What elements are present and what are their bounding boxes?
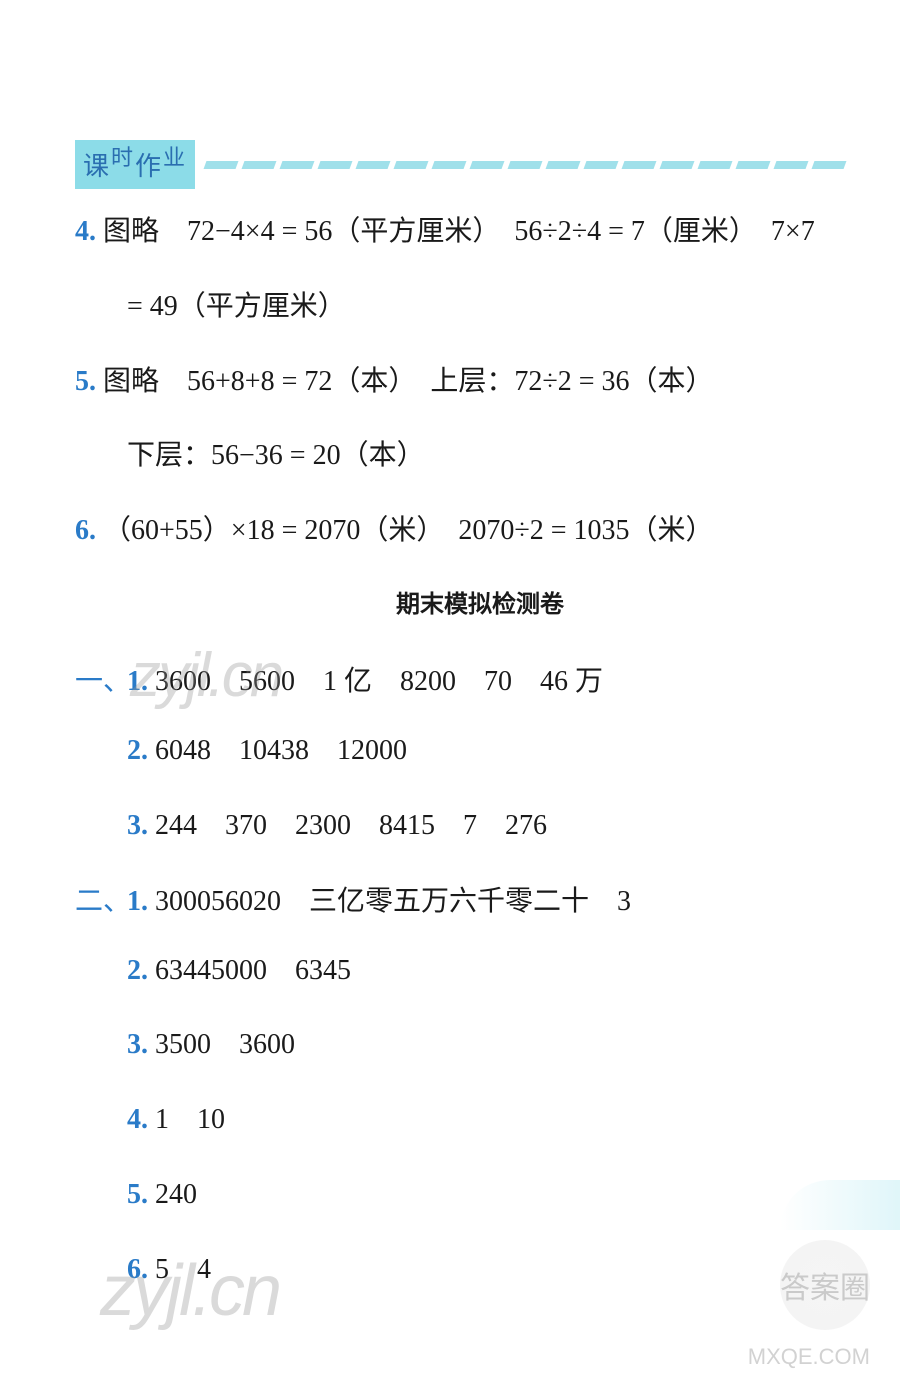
section-label: 一、 [75,659,127,699]
answer-text: （60+55）×18 = 2070（米） 2070÷2 = 1035（米） [103,515,714,546]
answer-line-4a: 4. 图略 72−4×4 = 56（平方厘米） 56÷2÷4 = 7（厘米） 7… [75,210,885,255]
dash-icon [432,161,467,169]
answer-line-6: 6. （60+55）×18 = 2070（米） 2070÷2 = 1035（米） [75,509,885,554]
answer-text: 下层：56−36 = 20（本） [127,440,425,471]
section-title: 期末模拟检测卷 [75,584,885,619]
page-header: 课时作业 [75,140,845,189]
answer-text: 5 4 [155,1254,211,1285]
answer-text: 图略 72−4×4 = 56（平方厘米） 56÷2÷4 = 7（厘米） 7×7 [103,216,815,247]
dash-icon [242,161,277,169]
dash-icon [660,161,695,169]
num-label: 6. [75,515,96,546]
sub-num: 3. [127,810,148,841]
sub-num: 2. [127,955,148,986]
dash-icon [812,161,847,169]
dash-icon [736,161,771,169]
header-char: 业 [163,140,187,172]
dash-icon [508,161,543,169]
header-char: 课 [83,146,111,183]
answer-text: 3600 5600 1 亿 8200 70 46 万 [155,666,603,697]
answer-text: 6048 10438 12000 [155,735,407,766]
header-char: 作 [135,146,163,183]
num-label: 4. [75,216,96,247]
dash-icon [622,161,657,169]
section-item: 6. 5 4 [75,1248,885,1293]
sub-num: 1. [127,666,148,697]
section-item: 4. 1 10 [75,1098,885,1143]
sub-num: 6. [127,1254,148,1285]
watermark-text: MXQE.COM [748,1344,870,1370]
answer-text: 300056020 三亿零五万六千零二十 3 [155,886,631,917]
section-1-header: 一、 1. 3600 5600 1 亿 8200 70 46 万 [75,659,885,699]
section-item: 2. 6048 10438 12000 [75,729,885,774]
dash-icon [470,161,505,169]
answer-text: 1 10 [155,1104,225,1135]
sub-num: 4. [127,1104,148,1135]
dash-icon [774,161,809,169]
answer-text: 63445000 6345 [155,955,351,986]
dash-icon [280,161,315,169]
answer-line-5b: 下层：56−36 = 20（本） [75,434,885,479]
section-item: 3. 3500 3600 [75,1023,885,1068]
sub-num: 5. [127,1179,148,1210]
answer-text: 图略 56+8+8 = 72（本） 上层：72÷2 = 36（本） [103,366,714,397]
dash-icon [546,161,581,169]
section-item: 2. 63445000 6345 [75,949,885,994]
header-char: 时 [111,140,135,172]
section-item: 1. 300056020 三亿零五万六千零二十 3 [127,879,631,919]
sub-num: 1. [127,886,148,917]
section-item: 1. 3600 5600 1 亿 8200 70 46 万 [127,659,603,699]
content-area: 4. 图略 72−4×4 = 56（平方厘米） 56÷2÷4 = 7（厘米） 7… [75,210,885,1323]
dash-icon [698,161,733,169]
dash-icon [318,161,353,169]
section-item: 5. 240 [75,1173,885,1218]
header-title: 课时作业 [75,140,195,189]
dash-icon [356,161,391,169]
section-item: 3. 244 370 2300 8415 7 276 [75,804,885,849]
dash-icon [584,161,619,169]
section-label: 二、 [75,879,127,919]
num-label: 5. [75,366,96,397]
sub-num: 2. [127,735,148,766]
dash-icon [204,161,239,169]
sub-num: 3. [127,1029,148,1060]
answer-line-4b: = 49（平方厘米） [75,285,885,330]
answer-text: 240 [155,1179,197,1210]
answer-line-5a: 5. 图略 56+8+8 = 72（本） 上层：72÷2 = 36（本） [75,360,885,405]
answer-text: 3500 3600 [155,1029,295,1060]
header-dashes [205,161,845,169]
answer-text: 244 370 2300 8415 7 276 [155,810,547,841]
section-2-header: 二、 1. 300056020 三亿零五万六千零二十 3 [75,879,885,919]
answer-text: = 49（平方厘米） [127,291,346,322]
dash-icon [394,161,429,169]
